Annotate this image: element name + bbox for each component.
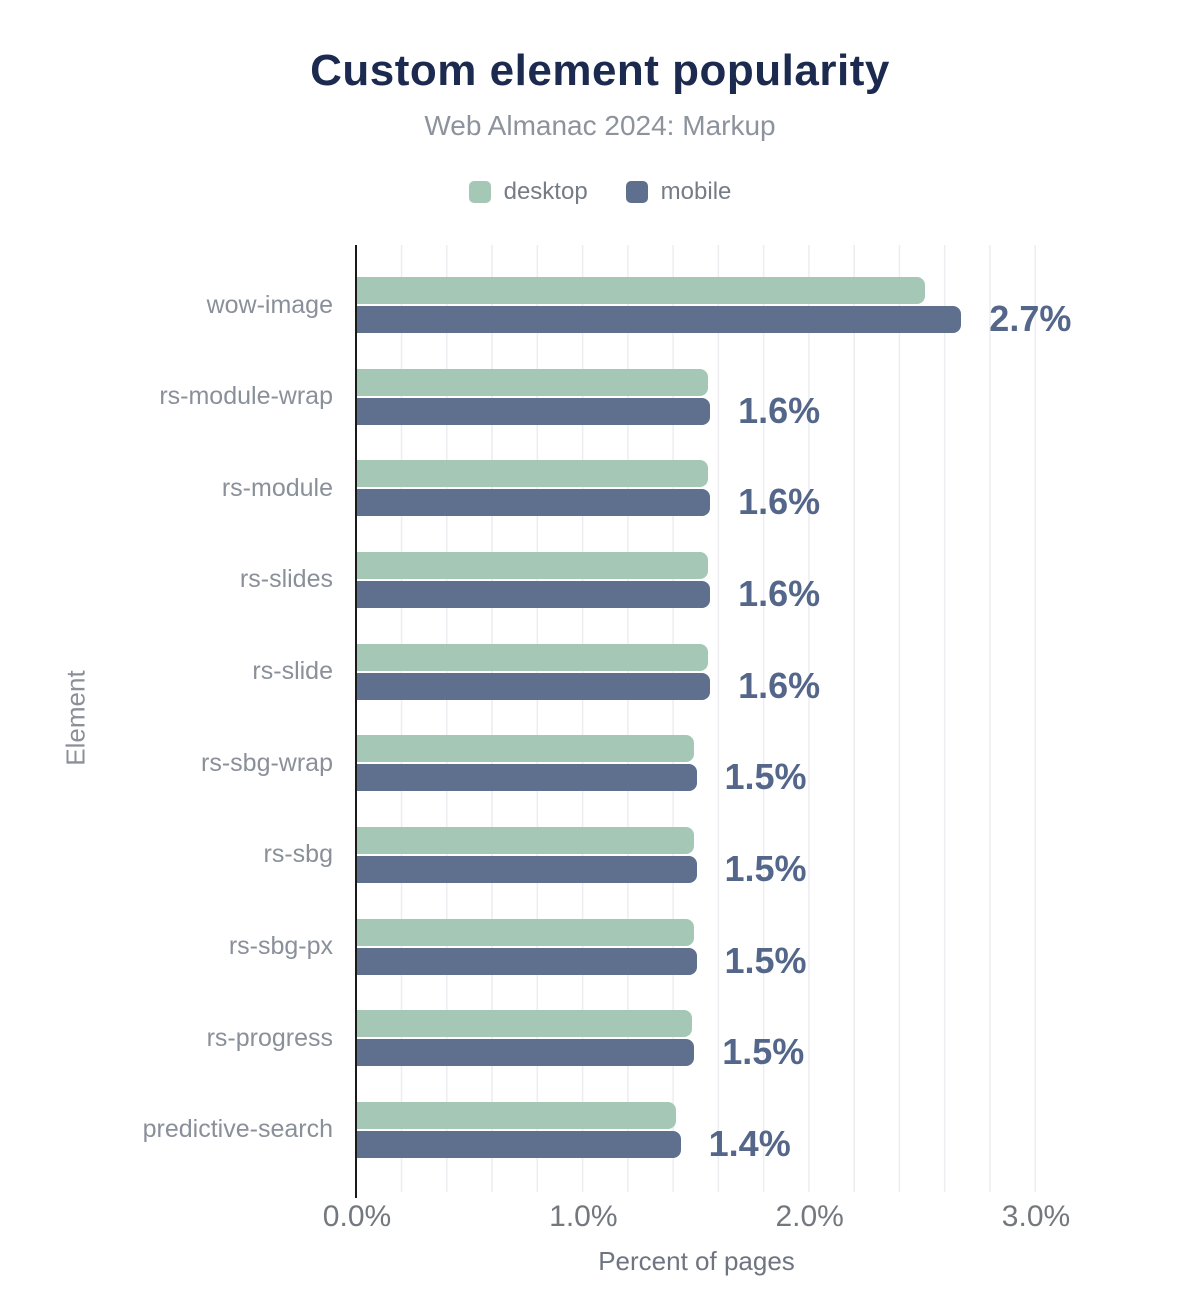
data-label: 1.5% bbox=[722, 1031, 805, 1073]
data-label: 1.5% bbox=[724, 756, 807, 798]
data-label: 1.6% bbox=[738, 572, 821, 614]
mobile-bar bbox=[357, 397, 711, 425]
legend-swatch-icon bbox=[625, 181, 648, 203]
mobile-bar bbox=[357, 306, 962, 333]
legend-label: desktop bbox=[503, 178, 588, 205]
data-label: 1.5% bbox=[724, 847, 807, 889]
data-label: 1.6% bbox=[738, 389, 821, 431]
category-label: rs-module bbox=[221, 473, 333, 502]
mobile-bar bbox=[357, 1130, 681, 1158]
mobile-bar bbox=[357, 1039, 695, 1067]
x-axis-title: Percent of pages bbox=[598, 1246, 795, 1276]
desktop-bar bbox=[357, 551, 708, 579]
category-label: rs-sbg-wrap bbox=[201, 748, 333, 777]
data-label: 1.6% bbox=[738, 664, 821, 706]
mobile-bar bbox=[357, 489, 711, 517]
x-tick-label: 1.0% bbox=[549, 1200, 618, 1233]
category-label: rs-slide bbox=[252, 657, 333, 686]
bar-group-rs-sbg: 1.5% bbox=[357, 826, 1036, 889]
data-label: 1.4% bbox=[708, 1122, 791, 1164]
bar-group-rs-slide: 1.6% bbox=[357, 643, 1036, 706]
desktop-bar bbox=[357, 368, 708, 396]
mobile-bar bbox=[357, 947, 697, 975]
bar-group-wow-image: 2.7% bbox=[357, 277, 1071, 339]
bar-group-rs-sbg-px: 1.5% bbox=[357, 918, 1036, 981]
desktop-bar bbox=[357, 277, 926, 304]
desktop-bar bbox=[357, 1101, 677, 1129]
category-label: rs-slides bbox=[239, 565, 333, 594]
legend-swatch-icon bbox=[468, 181, 491, 203]
desktop-bar bbox=[357, 643, 708, 671]
legend-label: mobile bbox=[660, 178, 732, 205]
category-label: rs-progress bbox=[206, 1023, 333, 1052]
mobile-bar bbox=[357, 672, 711, 700]
mobile-bar bbox=[357, 764, 697, 792]
bar-group-rs-progress: 1.5% bbox=[357, 1010, 1036, 1072]
bar-group-predictive-search: 1.4% bbox=[357, 1101, 1036, 1164]
desktop-bar bbox=[357, 918, 695, 946]
bar-group-rs-module: 1.6% bbox=[357, 460, 1036, 522]
legend: desktop mobile bbox=[0, 178, 1200, 206]
bar-group-rs-slides: 1.6% bbox=[357, 551, 1036, 614]
y-axis-line bbox=[355, 245, 357, 1198]
desktop-bar bbox=[357, 460, 708, 488]
chart-title: Custom element popularity bbox=[310, 46, 890, 95]
x-tick-label: 2.0% bbox=[775, 1200, 844, 1233]
data-label: 1.5% bbox=[724, 939, 807, 981]
legend-item-desktop: desktop bbox=[468, 178, 588, 206]
x-tick-label: 3.0% bbox=[1001, 1200, 1071, 1233]
mobile-bar bbox=[357, 855, 697, 883]
mobile-bar bbox=[357, 580, 711, 608]
bar-group-rs-module-wrap: 1.6% bbox=[357, 368, 1036, 431]
category-label: rs-sbg-px bbox=[228, 932, 333, 961]
category-label: rs-module-wrap bbox=[159, 382, 333, 411]
desktop-bar bbox=[357, 735, 695, 763]
x-tick-label: 0.0% bbox=[322, 1200, 392, 1233]
x-axis-ticks: 0.0% 1.0% 2.0% 3.0% bbox=[323, 1200, 1070, 1236]
chart-subtitle: Web Almanac 2024: Markup bbox=[424, 110, 776, 141]
plot-area: 2.7% 1.6% 1.6% 1.6% 1.6% 1.5% 1.5% 1.5% 1.5% 1.4% bbox=[357, 245, 1071, 1192]
category-axis: wow-image rs-module-wrap rs-module rs-slide… bbox=[0, 245, 345, 1192]
category-label: predictive-search bbox=[142, 1115, 333, 1144]
legend-item-mobile: mobile bbox=[625, 178, 732, 206]
desktop-bar bbox=[357, 1010, 692, 1038]
category-label: wow-image bbox=[206, 290, 333, 319]
category-label: rs-sbg bbox=[263, 840, 333, 869]
data-label: 2.7% bbox=[989, 298, 1072, 339]
desktop-bar bbox=[357, 826, 695, 854]
bar-group-rs-sbg-wrap: 1.5% bbox=[357, 735, 1036, 797]
data-label: 1.6% bbox=[738, 481, 821, 523]
